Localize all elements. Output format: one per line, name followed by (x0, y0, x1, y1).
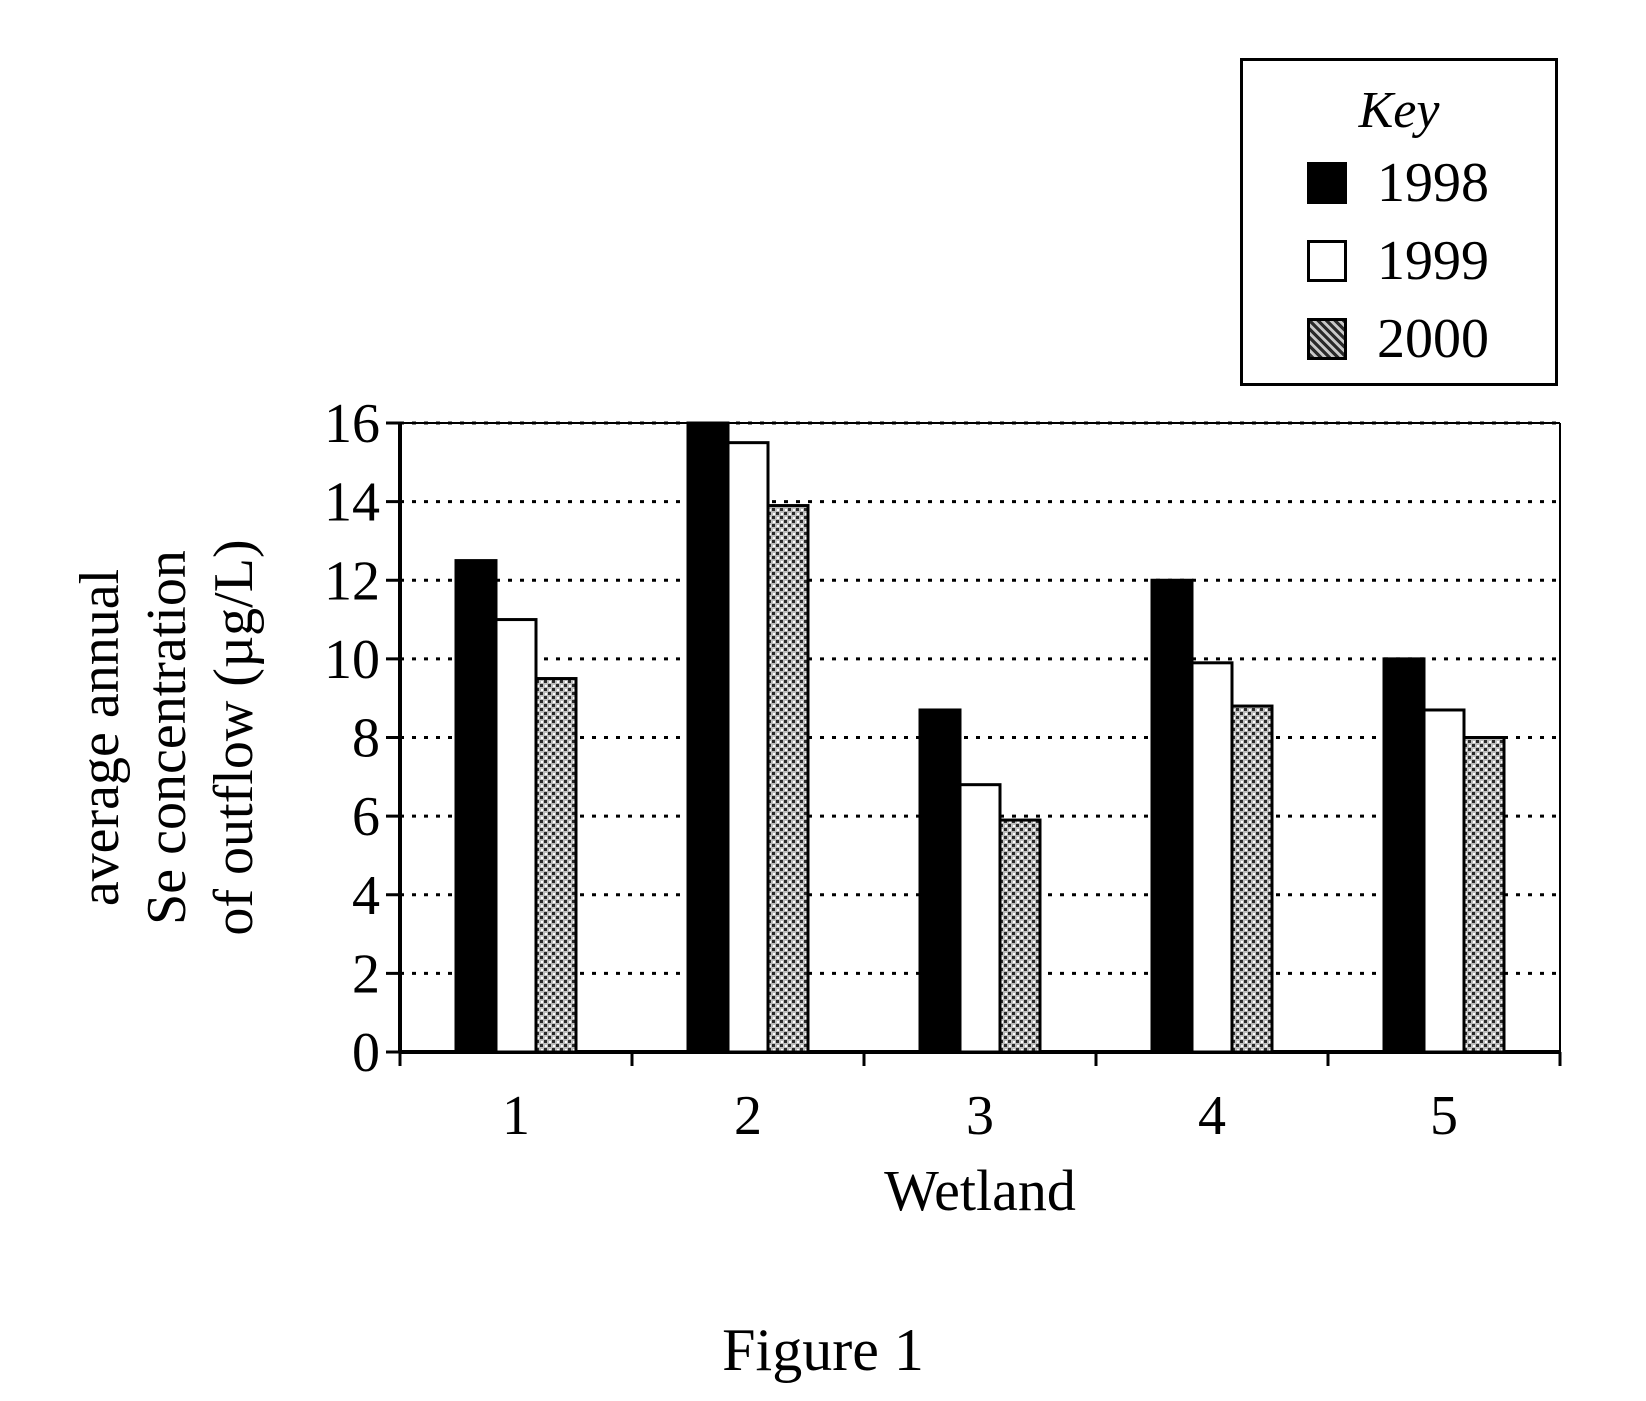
bar-1998-wetland-4 (1150, 578, 1194, 1054)
y-tick-label-10: 10 (324, 629, 380, 691)
bar-2000-wetland-3 (998, 818, 1042, 1054)
y-tick-label-0: 0 (352, 1022, 380, 1084)
y-tick-label-16: 16 (324, 393, 380, 455)
bar-1999-wetland-3 (958, 783, 1002, 1054)
legend-swatch-1998 (1307, 162, 1347, 204)
legend-title: Key (1358, 82, 1440, 139)
legend-item-1998: 1998 (1307, 155, 1489, 211)
bar-2000-wetland-4 (1230, 704, 1274, 1054)
x-tick-label-5: 5 (1430, 1085, 1458, 1147)
x-tick-label-3: 3 (966, 1085, 994, 1147)
bar-1998-wetland-3 (918, 708, 962, 1054)
x-axis-title: Wetland (884, 1158, 1076, 1223)
bar-1999-wetland-1 (494, 618, 538, 1054)
legend-label-2000: 2000 (1377, 308, 1489, 370)
legend-item-2000: 2000 (1307, 311, 1489, 367)
y-axis-title-line-2: Se concentration (136, 550, 198, 925)
legend-label-1998: 1998 (1377, 152, 1489, 214)
y-tick-label-6: 6 (352, 786, 380, 848)
figure-caption: Figure 1 (722, 1317, 924, 1383)
y-axis-title-line-3: of outflow (µg/L) (203, 539, 265, 935)
bar-2000-wetland-5 (1462, 736, 1506, 1054)
y-tick-label-2: 2 (352, 943, 380, 1005)
bar-2000-wetland-1 (534, 677, 578, 1054)
x-tick-label-4: 4 (1198, 1085, 1226, 1147)
bar-1999-wetland-5 (1422, 708, 1466, 1054)
legend-swatch-1999 (1307, 240, 1347, 282)
y-tick-label-8: 8 (352, 708, 380, 770)
bar-1998-wetland-1 (454, 559, 498, 1054)
x-tick-label-2: 2 (734, 1085, 762, 1147)
y-axis-title-line-1: average annual (69, 569, 131, 906)
bar-2000-wetland-2 (766, 504, 810, 1054)
legend-item-1999: 1999 (1307, 233, 1489, 289)
bar-1998-wetland-5 (1382, 657, 1426, 1054)
legend-label-1999: 1999 (1377, 230, 1489, 292)
x-tick-label-1: 1 (502, 1085, 530, 1147)
y-tick-label-14: 14 (324, 472, 380, 534)
y-tick-label-4: 4 (352, 865, 380, 927)
bar-1998-wetland-2 (686, 421, 730, 1054)
bar-1999-wetland-2 (726, 441, 770, 1054)
legend-swatch-2000 (1307, 318, 1347, 360)
bars (454, 421, 1506, 1054)
y-tick-label-12: 12 (324, 550, 380, 612)
legend: Key 1998 1999 2000 (1240, 58, 1558, 386)
bar-1999-wetland-4 (1190, 661, 1234, 1054)
